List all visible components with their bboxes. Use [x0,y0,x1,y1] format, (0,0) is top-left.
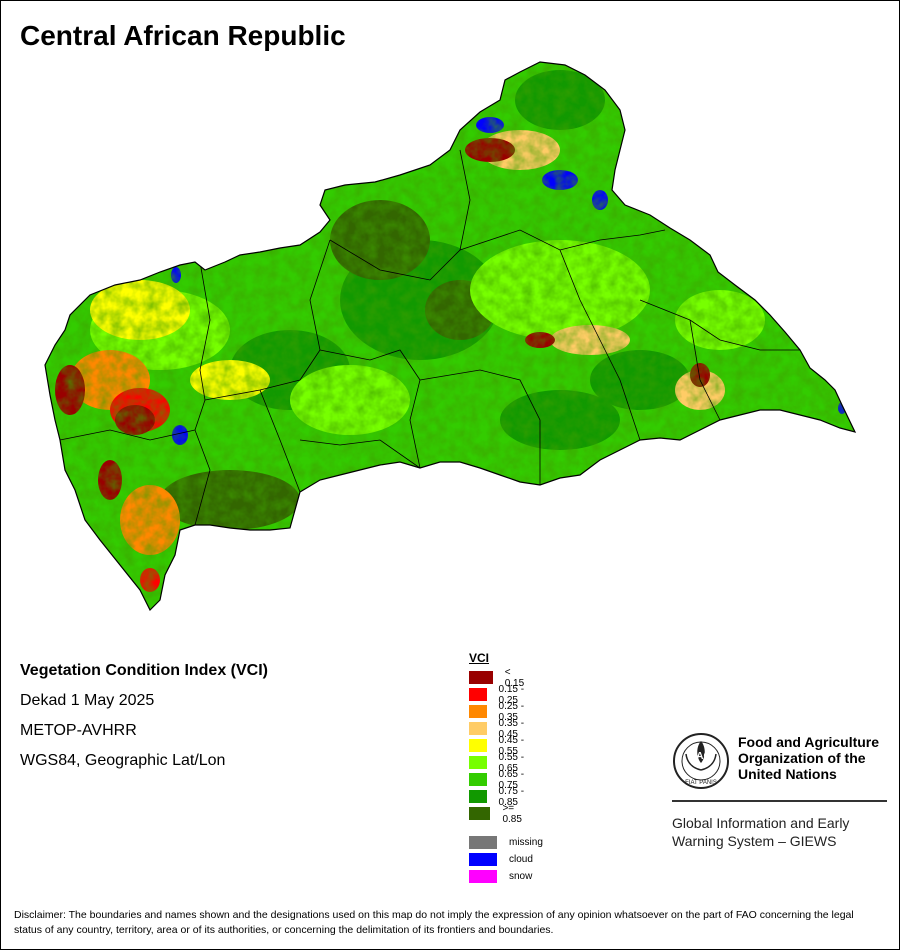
disclaimer: Disclaimer: The boundaries and names sho… [14,909,854,936]
legend-item: >= 0.85 [469,803,528,825]
legend-swatch [469,688,487,701]
legend-item: 0.55 - 0.65 [469,752,528,774]
fao-name: Food and Agriculture Organization of the… [738,734,893,782]
giews-line2: Warning System – GIEWS [672,833,837,849]
legend-swatch [469,722,487,735]
index-name: Vegetation Condition Index (VCI) [20,662,268,679]
period-text: Dekad 1 May 2025 [20,692,155,709]
legend-label: 0.35 - 0.45 [498,717,525,740]
fao-logo-icon: FAO FIAT PANIS [673,733,729,789]
legend-item: snow [469,870,532,883]
sensor-text: METOP-AVHRR [20,722,137,739]
vci-legend: VCI < 0.15 0.15 - 0.25 0.25 - 0.35 0.35 - 0… [469,651,543,883]
fao-name-line1: Food and Agriculture [738,734,880,750]
legend-label: 0.45 - 0.55 [498,734,525,757]
legend-label: 0.65 - 0.75 [498,768,525,791]
map-title: Central African Republic [20,20,346,51]
legend-swatch [469,671,493,684]
fao-divider [672,800,887,802]
legend-item: missing [469,836,543,849]
legend-swatch [469,705,487,718]
fao-name-line3: United Nations [738,766,837,782]
fao-name-line2: Organization of the [738,750,866,766]
prefecture-boundaries [59,149,800,526]
legend-item: 0.45 - 0.55 [469,735,528,757]
legend-swatch [469,853,497,866]
legend-label: 0.75 - 0.85 [498,785,525,808]
legend-item: 0.65 - 0.75 [469,769,528,791]
legend-swatch [469,836,497,849]
vci-raster [45,62,855,610]
legend-swatch [469,773,487,786]
legend-title: VCI [469,651,490,665]
legend-item: 0.25 - 0.35 [469,701,528,723]
legend-label: cloud [509,854,533,865]
legend-label: 0.25 - 0.35 [498,700,525,723]
projection-text: WGS84, Geographic Lat/Lon [20,752,226,769]
legend-item: 0.35 - 0.45 [469,718,528,740]
giews-text: Global Information and Early Warning Sys… [672,814,887,850]
legend-label: < 0.15 [504,666,525,689]
legend-swatch [469,790,487,803]
legend-item: 0.15 - 0.25 [469,684,528,706]
legend-item: 0.75 - 0.85 [469,786,528,808]
fao-logo-text: FAO [691,751,712,762]
legend-label: >= 0.85 [502,802,522,825]
legend-swatch [469,756,487,769]
legend-label: 0.15 - 0.25 [498,683,525,706]
legend-item: < 0.15 [469,667,528,689]
legend-item: cloud [469,853,533,866]
giews-line1: Global Information and Early [672,815,850,831]
legend-label: missing [509,837,543,848]
legend-label: snow [509,871,533,882]
legend-label: 0.55 - 0.65 [498,751,525,774]
legend-swatch [469,739,487,752]
legend-swatch [469,807,491,820]
map-info: Vegetation Condition Index (VCI) Dekad 1… [20,656,268,776]
fao-motto: FIAT PANIS [685,780,717,786]
vci-map [44,61,856,611]
legend-swatch [469,870,497,883]
